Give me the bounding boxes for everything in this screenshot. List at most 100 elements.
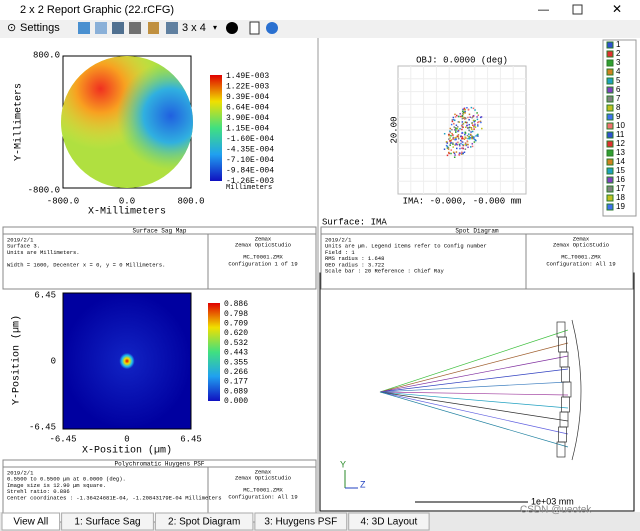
- config-label: Configuration 1 of 19: [228, 260, 297, 267]
- legend-swatch[interactable]: [606, 131, 614, 139]
- legend-swatch[interactable]: [606, 68, 614, 76]
- info-panel: [2, 459, 317, 523]
- spot-points: [443, 106, 483, 158]
- tab[interactable]: [254, 512, 348, 531]
- file-label: MC_T0001.ZMX: [243, 486, 283, 493]
- legend-swatch[interactable]: [606, 95, 614, 103]
- spot-point: [469, 116, 471, 118]
- legend-swatch[interactable]: [606, 113, 614, 121]
- spot-point: [447, 133, 450, 136]
- scale-bar-label: 1e+03 mm: [531, 496, 574, 506]
- spot-point: [452, 146, 455, 148]
- layout-dropdown[interactable]: 3 x 4: [182, 22, 206, 34]
- spot-point: [462, 147, 464, 149]
- spot-point: [445, 144, 448, 147]
- panel-line: Image size is 12.90 µm square.: [7, 482, 106, 489]
- spot-point: [472, 137, 475, 139]
- spot-point: [443, 148, 446, 150]
- spot-point: [461, 121, 464, 123]
- copy-icon[interactable]: [95, 22, 107, 34]
- rotate-icon[interactable]: [226, 22, 238, 34]
- legend-swatch[interactable]: [606, 203, 614, 211]
- legend-swatch[interactable]: [606, 104, 614, 112]
- legend-swatch[interactable]: [606, 149, 614, 157]
- ray: [379, 368, 569, 393]
- spot-point: [454, 144, 456, 146]
- legend-swatch[interactable]: [606, 176, 614, 184]
- ima-label: IMA: -0.000, -0.000 mm: [403, 196, 522, 206]
- legend-swatch[interactable]: [606, 194, 614, 202]
- doc-icon[interactable]: [249, 21, 260, 35]
- refresh-icon[interactable]: [78, 22, 90, 34]
- panel-line: 2019/2/1: [325, 236, 352, 243]
- legend-swatch[interactable]: [606, 167, 614, 175]
- legend-swatch[interactable]: [606, 122, 614, 130]
- legend-label: 12: [616, 139, 625, 148]
- psf-colorbar: [208, 303, 220, 401]
- spot-point: [461, 128, 463, 131]
- window-icon[interactable]: [166, 22, 178, 34]
- panel-line: 2019/2/1: [7, 469, 34, 476]
- legend-label: 8: [616, 103, 621, 112]
- company-label: Zemax OpticStudio: [235, 474, 291, 481]
- spot-point: [461, 141, 464, 143]
- spot-point: [446, 142, 449, 144]
- tab[interactable]: [348, 512, 430, 531]
- spot-point: [448, 138, 450, 140]
- save-icon[interactable]: [112, 22, 124, 34]
- settings-toggle[interactable]: ⊙: [7, 22, 16, 34]
- colorbar-label: 0.355: [224, 358, 248, 367]
- help-icon[interactable]: [266, 22, 278, 34]
- psf-map: [62, 292, 192, 430]
- legend-swatch[interactable]: [606, 158, 614, 166]
- spot-point: [472, 119, 475, 122]
- spot-point: [466, 124, 468, 127]
- spot-point: [451, 119, 454, 121]
- spot-point: [455, 127, 457, 130]
- legend-swatch[interactable]: [606, 86, 614, 94]
- panel-line: Width = 1600, Decenter x = 0, y = 0 Mill…: [7, 261, 165, 268]
- panel-line: Units are Millimeters.: [7, 249, 80, 256]
- legend-swatch[interactable]: [606, 140, 614, 148]
- spot-point: [479, 116, 482, 119]
- legend-label: 19: [616, 202, 625, 211]
- minimize-button[interactable]: —: [538, 4, 549, 16]
- spot-point: [470, 131, 472, 133]
- legend-swatch[interactable]: [606, 50, 614, 58]
- spot-point: [457, 141, 459, 144]
- spot-point: [459, 147, 461, 150]
- spot-point: [462, 152, 464, 154]
- spot-point: [467, 108, 470, 111]
- legend-swatch[interactable]: [606, 59, 614, 67]
- spot-point: [471, 137, 473, 140]
- colorbar-label: 0.000: [224, 397, 248, 406]
- legend-swatch[interactable]: [606, 185, 614, 193]
- spot-point: [446, 154, 449, 157]
- spot-point: [473, 128, 475, 130]
- spot-point: [466, 106, 468, 109]
- spot-point: [456, 147, 458, 150]
- spot-point: [465, 144, 468, 147]
- spot-point: [462, 113, 465, 115]
- legend-swatch[interactable]: [606, 77, 614, 85]
- tab[interactable]: [61, 512, 154, 531]
- tab[interactable]: [1, 512, 61, 531]
- spot-point: [462, 110, 464, 113]
- spot-point: [454, 116, 457, 118]
- colorbar-label: 0.798: [224, 310, 248, 319]
- legend-label: 15: [616, 166, 625, 175]
- tab[interactable]: [154, 512, 254, 531]
- dropdown-arrow[interactable]: ▾: [213, 23, 217, 32]
- tab-label: View All: [13, 517, 48, 528]
- maximize-button[interactable]: [572, 4, 583, 15]
- spot-point: [464, 143, 467, 146]
- settings-button[interactable]: Settings: [20, 22, 60, 34]
- spot-point: [462, 144, 465, 147]
- lock-icon[interactable]: [148, 22, 159, 34]
- legend-swatch[interactable]: [606, 41, 614, 49]
- spot-point: [457, 137, 460, 140]
- sag-map: [61, 56, 193, 188]
- print-icon[interactable]: [129, 22, 141, 34]
- ray: [379, 355, 569, 393]
- close-button[interactable]: ✕: [612, 2, 622, 16]
